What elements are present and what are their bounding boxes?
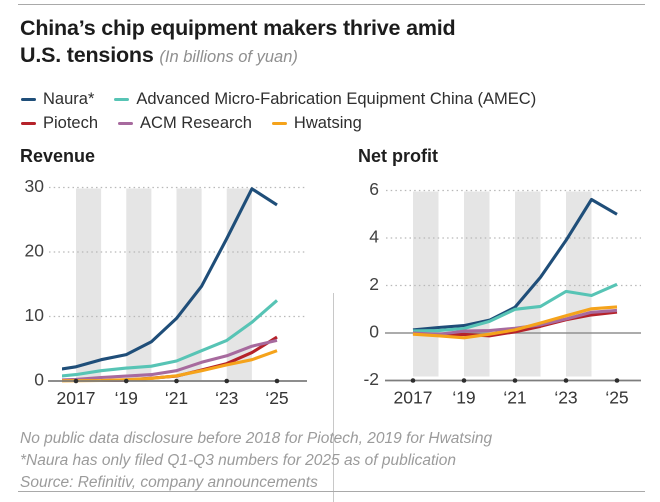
chart-title-line2: U.S. tensions [20, 43, 154, 68]
chart-title-line1: China’s chip equipment makers thrive ami… [20, 16, 456, 40]
series-group [62, 187, 279, 383]
header: China’s chip equipment makers thrive ami… [20, 15, 645, 69]
footnote-naura: *Naura has only filed Q1-Q3 numbers for … [20, 452, 456, 469]
x-axis-tick-dot [73, 378, 79, 384]
revenue-chart: 0 10 20 30 2017 ‘19 ‘21 ‘23 ‘25 [25, 176, 307, 408]
legend-item-naura: Naura* [21, 90, 94, 109]
legend-swatch-icon [21, 121, 36, 126]
y-axis-tick-label: 0 [369, 322, 379, 342]
chart-subtitle: (In billions of yuan) [159, 48, 298, 67]
x-axis-tick-label: ‘19 [452, 388, 475, 408]
bottom-rule [18, 491, 645, 492]
x-axis-tick-label: ‘21 [503, 388, 526, 408]
x-axis-tick-dot [614, 378, 620, 383]
legend-label: Hwatsing [293, 114, 362, 132]
legend-item-acm-research: ACM Research [118, 114, 252, 133]
y-axis-tick-label: 30 [25, 176, 45, 196]
footnote-disclosure: No public data disclosure before 2018 fo… [20, 430, 493, 447]
legend-swatch-icon [21, 97, 36, 102]
legend-label: Advanced Micro-Fabrication Equipment Chi… [136, 90, 537, 108]
footnote-source: Source: Refinitiv, company announcements [20, 474, 318, 491]
y-axis-tick-label: 6 [369, 179, 379, 199]
x-axis-tick-label: ‘21 [165, 388, 188, 408]
x-axis-tick-dot [123, 378, 129, 384]
year-band [176, 188, 202, 380]
net-profit-line-hwatsing [412, 305, 618, 340]
x-axis-tick-label: 2017 [394, 388, 433, 408]
revenue-line-naura [62, 187, 278, 371]
x-axis-tick-label: ‘25 [265, 388, 288, 408]
y-axis-tick-label: 4 [369, 227, 379, 247]
legend: Naura* Advanced Micro-Fabrication Equipme… [21, 90, 651, 133]
x-axis-tick-dot [174, 378, 179, 384]
top-rule [18, 4, 645, 5]
x-axis-tick-dot [461, 378, 467, 383]
legend-row-1: Naura* Advanced Micro-Fabrication Equipme… [21, 90, 651, 109]
x-axis-tick-dot [563, 378, 569, 383]
legend-label: Piotech [43, 114, 99, 132]
net-profit-chart: -2 0 2 4 6 2017 ‘19 ‘21 ‘23 ‘25 [363, 179, 641, 408]
y-axis-tick-label: 20 [25, 241, 45, 261]
year-band [464, 191, 490, 377]
footnotes: No public data disclosure before 2018 fo… [20, 428, 640, 494]
net-profit-panel-title: Net profit [358, 146, 438, 166]
legend-item-hwatsing: Hwatsing [271, 114, 362, 133]
x-axis-tick-dot [274, 378, 280, 384]
charts-area: Revenue 0 10 20 30 2017 ‘19 ‘21 ‘23 ‘25 Net prof… [0, 143, 660, 502]
year-band [413, 191, 439, 377]
legend-label: Naura* [43, 90, 95, 108]
revenue-panel: Revenue 0 10 20 30 2017 ‘19 ‘21 ‘23 ‘25 [0, 143, 330, 415]
legend-swatch-icon [271, 121, 287, 126]
x-axis-tick-dot [410, 378, 416, 383]
net-profit-line-naura [412, 197, 618, 332]
x-axis-tick-label: ‘23 [215, 388, 238, 408]
chart-title: China’s chip equipment makers thrive ami… [20, 15, 645, 69]
net-profit-panel: Net profit -2 0 2 4 6 2017 ‘19 ‘21 ‘23 ‘25 [330, 143, 660, 415]
y-axis-tick-label: -2 [363, 369, 379, 389]
revenue-panel-title: Revenue [20, 146, 96, 166]
legend-label: ACM Research [140, 114, 252, 132]
x-axis-tick-dot [512, 378, 518, 383]
x-axis-tick-label: ‘19 [115, 388, 138, 408]
revenue-line-amec [62, 299, 279, 378]
legend-swatch-icon [118, 121, 134, 126]
x-axis-tick-label: ‘25 [605, 388, 628, 408]
legend-swatch-icon [114, 97, 130, 102]
y-axis-tick-label: 2 [369, 274, 379, 294]
x-axis-tick-label: 2017 [57, 388, 96, 408]
y-axis-tick-label: 0 [34, 370, 44, 390]
legend-item-piotech: Piotech [21, 114, 98, 133]
panel-divider [333, 293, 334, 502]
y-axis-tick-label: 10 [25, 305, 45, 325]
legend-item-advanced-micro-fabrication-equipment-china-amec: Advanced Micro-Fabrication Equipment Chi… [114, 90, 536, 109]
legend-row-2: Piotech ACM Research Hwatsing [21, 114, 651, 133]
net-profit-line-amec [412, 282, 618, 333]
x-axis-tick-dot [224, 378, 230, 384]
x-axis-tick-label: ‘23 [554, 388, 577, 408]
year-band [76, 188, 102, 380]
revenue-line-acm-research [62, 338, 278, 382]
